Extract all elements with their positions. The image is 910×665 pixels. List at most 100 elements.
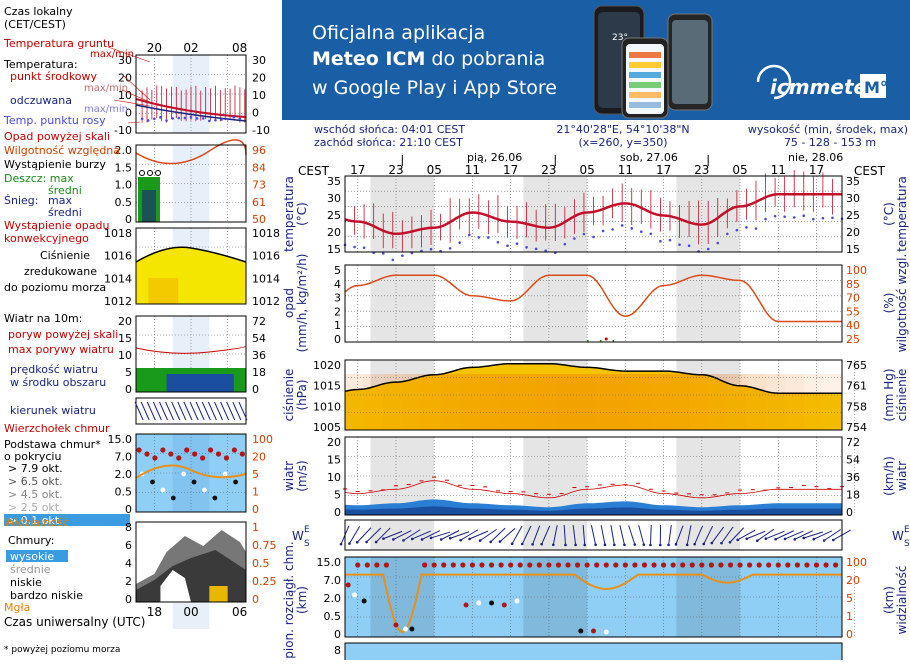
axis-tick: 5 xyxy=(334,264,341,277)
pressure-shade xyxy=(766,374,785,430)
legend-dew-dot xyxy=(165,119,168,122)
vis-unit: (km) xyxy=(882,586,896,614)
cloud-base-dot xyxy=(585,562,590,567)
legend-cloud-dot xyxy=(152,455,157,460)
wind-axis-label: wiatr xyxy=(282,461,296,491)
legend-utc: Czas uniwersalny (UTC) xyxy=(4,615,145,629)
dew-point-dot xyxy=(458,241,461,244)
pressure-shade xyxy=(460,374,479,430)
dew-point-dot xyxy=(611,228,614,231)
legend-tick: 1014 xyxy=(104,272,132,285)
wind-kmh-unit: (km/h) xyxy=(882,456,896,496)
dew-point-dot xyxy=(659,240,662,243)
wind-arrow-head xyxy=(793,538,796,541)
hour-tick: 11 xyxy=(771,163,786,177)
dew-point-dot xyxy=(802,214,805,217)
temp-unit-r: (°C) xyxy=(882,202,896,226)
legend-tick: 0 xyxy=(252,107,259,120)
legend-pressure2: zredukowane xyxy=(24,265,97,278)
axis-tick: 5 xyxy=(334,489,341,502)
cloud-low-dot xyxy=(502,603,507,608)
wind-arrow-head xyxy=(449,537,452,540)
pressure-shade xyxy=(498,374,517,430)
axis-tick: 1010 xyxy=(313,400,341,413)
wind-arrow-head xyxy=(667,544,670,547)
legend-cloud-dot xyxy=(176,455,181,460)
axis-tick: 0 xyxy=(846,628,853,641)
legend-cloud-dot xyxy=(168,451,173,456)
hour-tick: 11 xyxy=(618,163,633,177)
banner-line2-bold: Meteo ICM xyxy=(312,48,425,70)
dew-point-dot xyxy=(468,234,471,237)
legend-tick: 84 xyxy=(252,161,266,174)
pressure-mm-label: ciśnienie xyxy=(895,369,909,422)
hour-tick: 23 xyxy=(541,163,556,177)
dew-point-dot xyxy=(363,246,366,249)
dew-point-dot xyxy=(487,236,490,239)
legend-tick: 0.5 xyxy=(252,557,270,570)
legend-tick: 20 xyxy=(118,315,132,328)
hum-axis-label: wilgotność wzgl. xyxy=(895,254,909,353)
dir-S-r: S xyxy=(904,539,910,549)
legend-utc-tick: 00 xyxy=(183,605,198,619)
precip-axis-label: opad xyxy=(282,288,296,318)
legend-cloud-dot xyxy=(200,455,205,460)
wind-arrow-head xyxy=(604,544,607,547)
legend-feels: odczuwana xyxy=(10,94,72,107)
wind-arrow-head xyxy=(348,542,351,545)
dew-point-dot xyxy=(391,259,394,262)
cloud-low-dot xyxy=(515,599,520,604)
wind-arrow-head xyxy=(402,539,405,542)
cloud-low-dot xyxy=(464,603,469,608)
hour-tick: 23 xyxy=(388,163,403,177)
axis-tick: 1 xyxy=(334,319,341,332)
legend-high: wysokie xyxy=(10,550,54,563)
axis-tick: 0.5 xyxy=(324,610,342,623)
cloud-low-dot xyxy=(409,627,414,632)
storm-dot xyxy=(605,338,608,341)
legend-pressure-shade xyxy=(148,278,178,304)
wind-arrow-head xyxy=(711,542,714,545)
legend-cloud-dot xyxy=(144,451,149,456)
pressure-shade xyxy=(517,374,536,430)
hour-tick: 17 xyxy=(503,163,518,177)
dew-point-dot xyxy=(764,218,767,221)
axis-tick: 30 xyxy=(846,192,860,205)
legend-tick: 0 xyxy=(125,593,132,606)
dew-point-dot xyxy=(430,248,433,251)
pressure-shade xyxy=(785,374,804,430)
legend-tick: 1018 xyxy=(104,227,132,240)
legend-dew-dot xyxy=(190,116,193,119)
wind-arrow-head xyxy=(365,541,368,544)
cloud-base-dot xyxy=(728,562,733,567)
cloud-base-dot xyxy=(527,562,532,567)
legend-cloud-low-dot xyxy=(181,472,186,477)
legend-fog xyxy=(209,586,227,602)
cloud-base-dot xyxy=(604,562,609,567)
temp-unit: (°C) xyxy=(295,202,309,226)
dew-point-dot xyxy=(669,239,672,242)
legend-tick: 4 xyxy=(125,557,132,570)
wind-arrow-head xyxy=(430,537,433,540)
pressure-shade xyxy=(651,374,670,430)
legend-conv: Wystąpienie opadu xyxy=(4,219,109,232)
legend-dew-dot xyxy=(214,119,217,122)
cloud-base-dot xyxy=(804,562,809,567)
axis-tick: 765 xyxy=(846,359,867,372)
phone-map-screen xyxy=(672,20,708,104)
axis-tick: 35 xyxy=(327,175,341,188)
wind-arrow-head xyxy=(511,542,514,545)
wind-arrow-head xyxy=(756,539,759,542)
axis-tick: 7.0 xyxy=(324,574,342,587)
legend-tick: 0 xyxy=(252,383,259,396)
legend-tick: 100 xyxy=(252,433,273,446)
wind-arrow-head xyxy=(802,537,805,540)
legend-tick: 0.5 xyxy=(115,486,133,499)
phone-ui-bar xyxy=(629,72,661,78)
axis-tick: 2.0 xyxy=(324,592,342,605)
legend-tick: 1018 xyxy=(252,227,280,240)
pressure-shade xyxy=(574,374,593,430)
vis-axis-label: widzialność xyxy=(895,566,909,635)
night-band xyxy=(523,265,587,342)
